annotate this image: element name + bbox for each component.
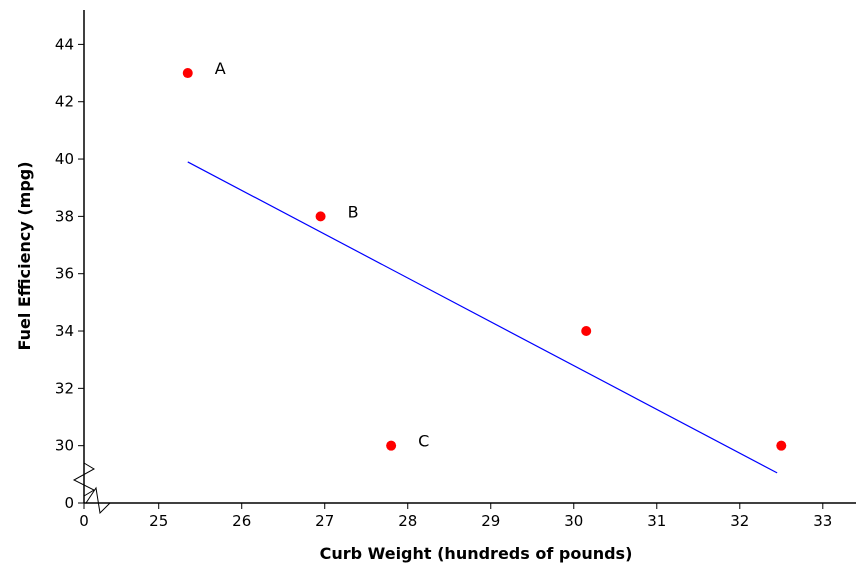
y-axis-break-mark: [72, 462, 96, 497]
trendline: [187, 161, 778, 474]
axis-breaks: [72, 462, 111, 515]
data-point: [581, 326, 592, 337]
data-points: [182, 68, 787, 451]
point-label: C: [418, 432, 429, 451]
y-axis-title: Fuel Efficiency (mpg): [15, 161, 34, 350]
point-label: A: [215, 59, 226, 78]
data-point: [776, 440, 787, 451]
y-tick-label: 38: [55, 207, 74, 225]
y-tick-label: 0: [64, 494, 74, 512]
x-tick-label: 26: [232, 512, 251, 530]
x-tick-label: 31: [647, 512, 666, 530]
trendline-group: [187, 161, 778, 474]
data-point: [182, 68, 193, 79]
x-tick-label: 29: [481, 512, 500, 530]
data-point: [386, 440, 397, 451]
x-tick-label: 28: [398, 512, 417, 530]
y-axis: 0 30 32 34 36 38 40 42 44: [55, 10, 85, 512]
x-tick-label: 25: [149, 512, 168, 530]
y-tick-label: 30: [55, 437, 74, 455]
x-tick-label: 0: [79, 512, 89, 530]
y-tick-label: 40: [55, 150, 74, 168]
y-tick-label: 44: [55, 35, 74, 53]
x-axis: 0 25 26 27 28 29 30 31 32 33: [79, 502, 856, 530]
y-ticks: 0 30 32 34 36 38 40 42 44: [55, 35, 84, 512]
x-tick-label: 30: [564, 512, 583, 530]
point-label: B: [348, 202, 359, 221]
y-tick-label: 36: [55, 265, 74, 283]
x-ticks: 0 25 26 27 28 29 30 31 32 33: [79, 503, 832, 530]
y-tick-label: 34: [55, 322, 74, 340]
x-axis-title: Curb Weight (hundreds of pounds): [320, 544, 633, 563]
x-tick-label: 33: [813, 512, 832, 530]
x-tick-label: 32: [730, 512, 749, 530]
data-point: [315, 211, 326, 222]
x-tick-label: 27: [315, 512, 334, 530]
x-axis-break-mark: [85, 486, 111, 515]
y-tick-label: 42: [55, 93, 74, 111]
point-labels: A B C: [215, 59, 430, 451]
y-tick-label: 32: [55, 379, 74, 397]
